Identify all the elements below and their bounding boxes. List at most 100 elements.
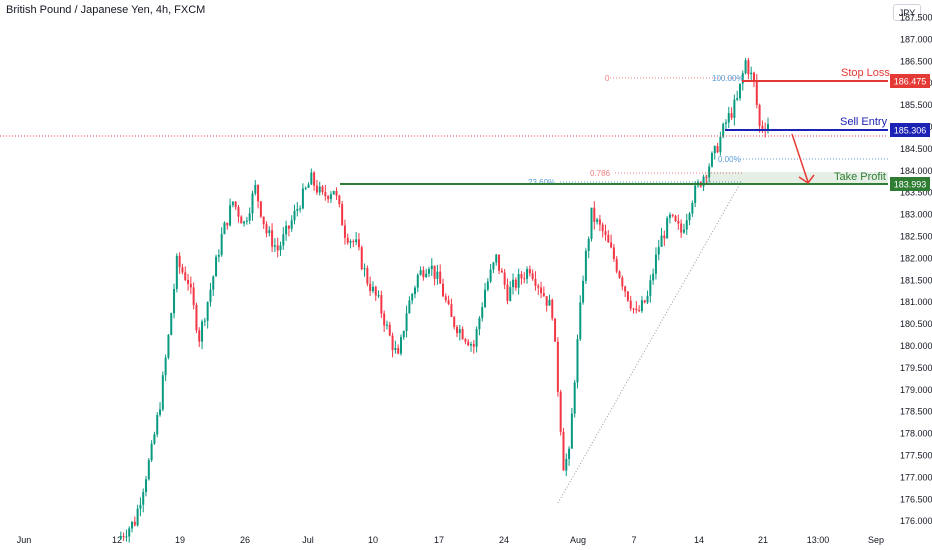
- candle-body: [374, 286, 377, 296]
- candle-body: [610, 242, 613, 248]
- candle-body: [666, 218, 669, 239]
- candle-body: [223, 222, 226, 235]
- candle-body: [416, 274, 419, 288]
- y-tick-label: 181.500: [900, 275, 932, 285]
- candle-body: [442, 283, 444, 297]
- candle-body: [413, 287, 416, 295]
- candle-body: [565, 458, 568, 471]
- candle-body: [433, 265, 436, 279]
- candle-body: [234, 201, 237, 208]
- stop-loss-value: 186.475: [894, 77, 927, 87]
- candle-body: [212, 276, 215, 290]
- candle-body: [187, 279, 190, 284]
- candle-body: [741, 73, 744, 84]
- candle-body: [357, 239, 360, 248]
- candle-body: [736, 98, 739, 100]
- x-tick-label: 10: [368, 535, 378, 545]
- candle-body: [584, 250, 587, 281]
- candle-body: [159, 409, 162, 415]
- candle-body: [750, 72, 753, 75]
- y-tick-label: 184.500: [900, 144, 932, 154]
- candle-body: [139, 504, 142, 509]
- candle-body: [125, 536, 128, 538]
- price-tags: 186.475 185.306 183.993: [890, 74, 930, 191]
- candle-body: [397, 347, 400, 354]
- candle-body: [635, 308, 638, 311]
- candle-body: [470, 344, 473, 346]
- candle-body: [453, 316, 456, 327]
- fib-0786-label: 0.786: [590, 169, 611, 178]
- candle-body: [276, 245, 279, 251]
- candle-body: [738, 83, 741, 99]
- candle-body: [727, 113, 730, 123]
- x-tick-label: 7: [631, 535, 636, 545]
- candle-body: [338, 195, 341, 205]
- x-tick-label: Sep: [868, 535, 884, 545]
- candle-body: [301, 188, 304, 209]
- time-axis[interactable]: Jun 12 19 26 Jul 10 17 24 Aug 7 14 21 13:00 Sep: [17, 535, 884, 545]
- candle-body: [724, 122, 727, 124]
- y-tick-label: 177.000: [900, 472, 932, 482]
- candle-body: [517, 274, 520, 288]
- candle-body: [523, 278, 526, 280]
- candle-body: [498, 254, 501, 271]
- candle-body: [528, 269, 531, 274]
- y-tick-label: 187.500: [900, 13, 932, 23]
- candle-body: [598, 219, 601, 225]
- candle-body: [262, 216, 265, 225]
- candle-body: [467, 341, 470, 346]
- candle-body: [369, 283, 372, 292]
- candle-body: [352, 241, 355, 243]
- candle-body: [767, 124, 769, 131]
- candle-body: [542, 293, 545, 297]
- candle-body: [425, 273, 428, 278]
- candle-body: [587, 238, 590, 251]
- candle-body: [209, 289, 212, 303]
- candle-body: [419, 270, 422, 275]
- candle-body: [747, 60, 750, 75]
- candle-body: [621, 277, 624, 287]
- x-tick-label: Jun: [17, 535, 32, 545]
- y-tick-label: 177.500: [900, 451, 932, 461]
- candle-body: [649, 280, 652, 296]
- candle-body: [596, 219, 599, 222]
- candle-body: [293, 210, 296, 221]
- candle-body: [548, 299, 551, 306]
- candle-body: [408, 300, 411, 314]
- candle-body: [601, 224, 604, 232]
- currency-button[interactable]: JPY: [893, 4, 921, 21]
- candle-body: [310, 172, 313, 185]
- candle-body: [677, 220, 680, 224]
- candle-body: [128, 528, 131, 537]
- candle-body: [708, 166, 711, 178]
- take-profit-value: 183.993: [894, 180, 927, 190]
- candle-body: [366, 268, 369, 284]
- candle-body: [335, 190, 338, 196]
- x-tick-label: 19: [175, 535, 185, 545]
- candle-body: [640, 300, 643, 311]
- candle-body: [178, 255, 181, 268]
- price-axis[interactable]: 187.500187.000186.500186.000185.500185.0…: [900, 13, 932, 527]
- candle-body: [327, 196, 330, 200]
- candle-body: [167, 334, 170, 358]
- candle-body: [360, 247, 363, 270]
- candle-body: [405, 313, 408, 331]
- candle-body: [226, 222, 229, 226]
- sell-entry-value: 185.306: [894, 126, 927, 136]
- candle-body: [251, 193, 254, 214]
- y-tick-label: 179.000: [900, 385, 932, 395]
- x-tick-label: 26: [240, 535, 250, 545]
- candle-body: [265, 224, 268, 234]
- y-tick-label: 183.000: [900, 210, 932, 220]
- sell-entry-tag: [890, 123, 930, 137]
- candle-body: [394, 347, 397, 351]
- candle-body: [363, 268, 366, 270]
- candle-body: [568, 448, 571, 459]
- candle-body: [450, 304, 453, 317]
- fib-0-label: 0: [605, 74, 610, 83]
- stop-loss-label: Stop Loss: [841, 67, 890, 79]
- candle-body: [439, 271, 442, 284]
- x-tick-label: Jul: [302, 535, 314, 545]
- take-profit-tag: [890, 177, 930, 191]
